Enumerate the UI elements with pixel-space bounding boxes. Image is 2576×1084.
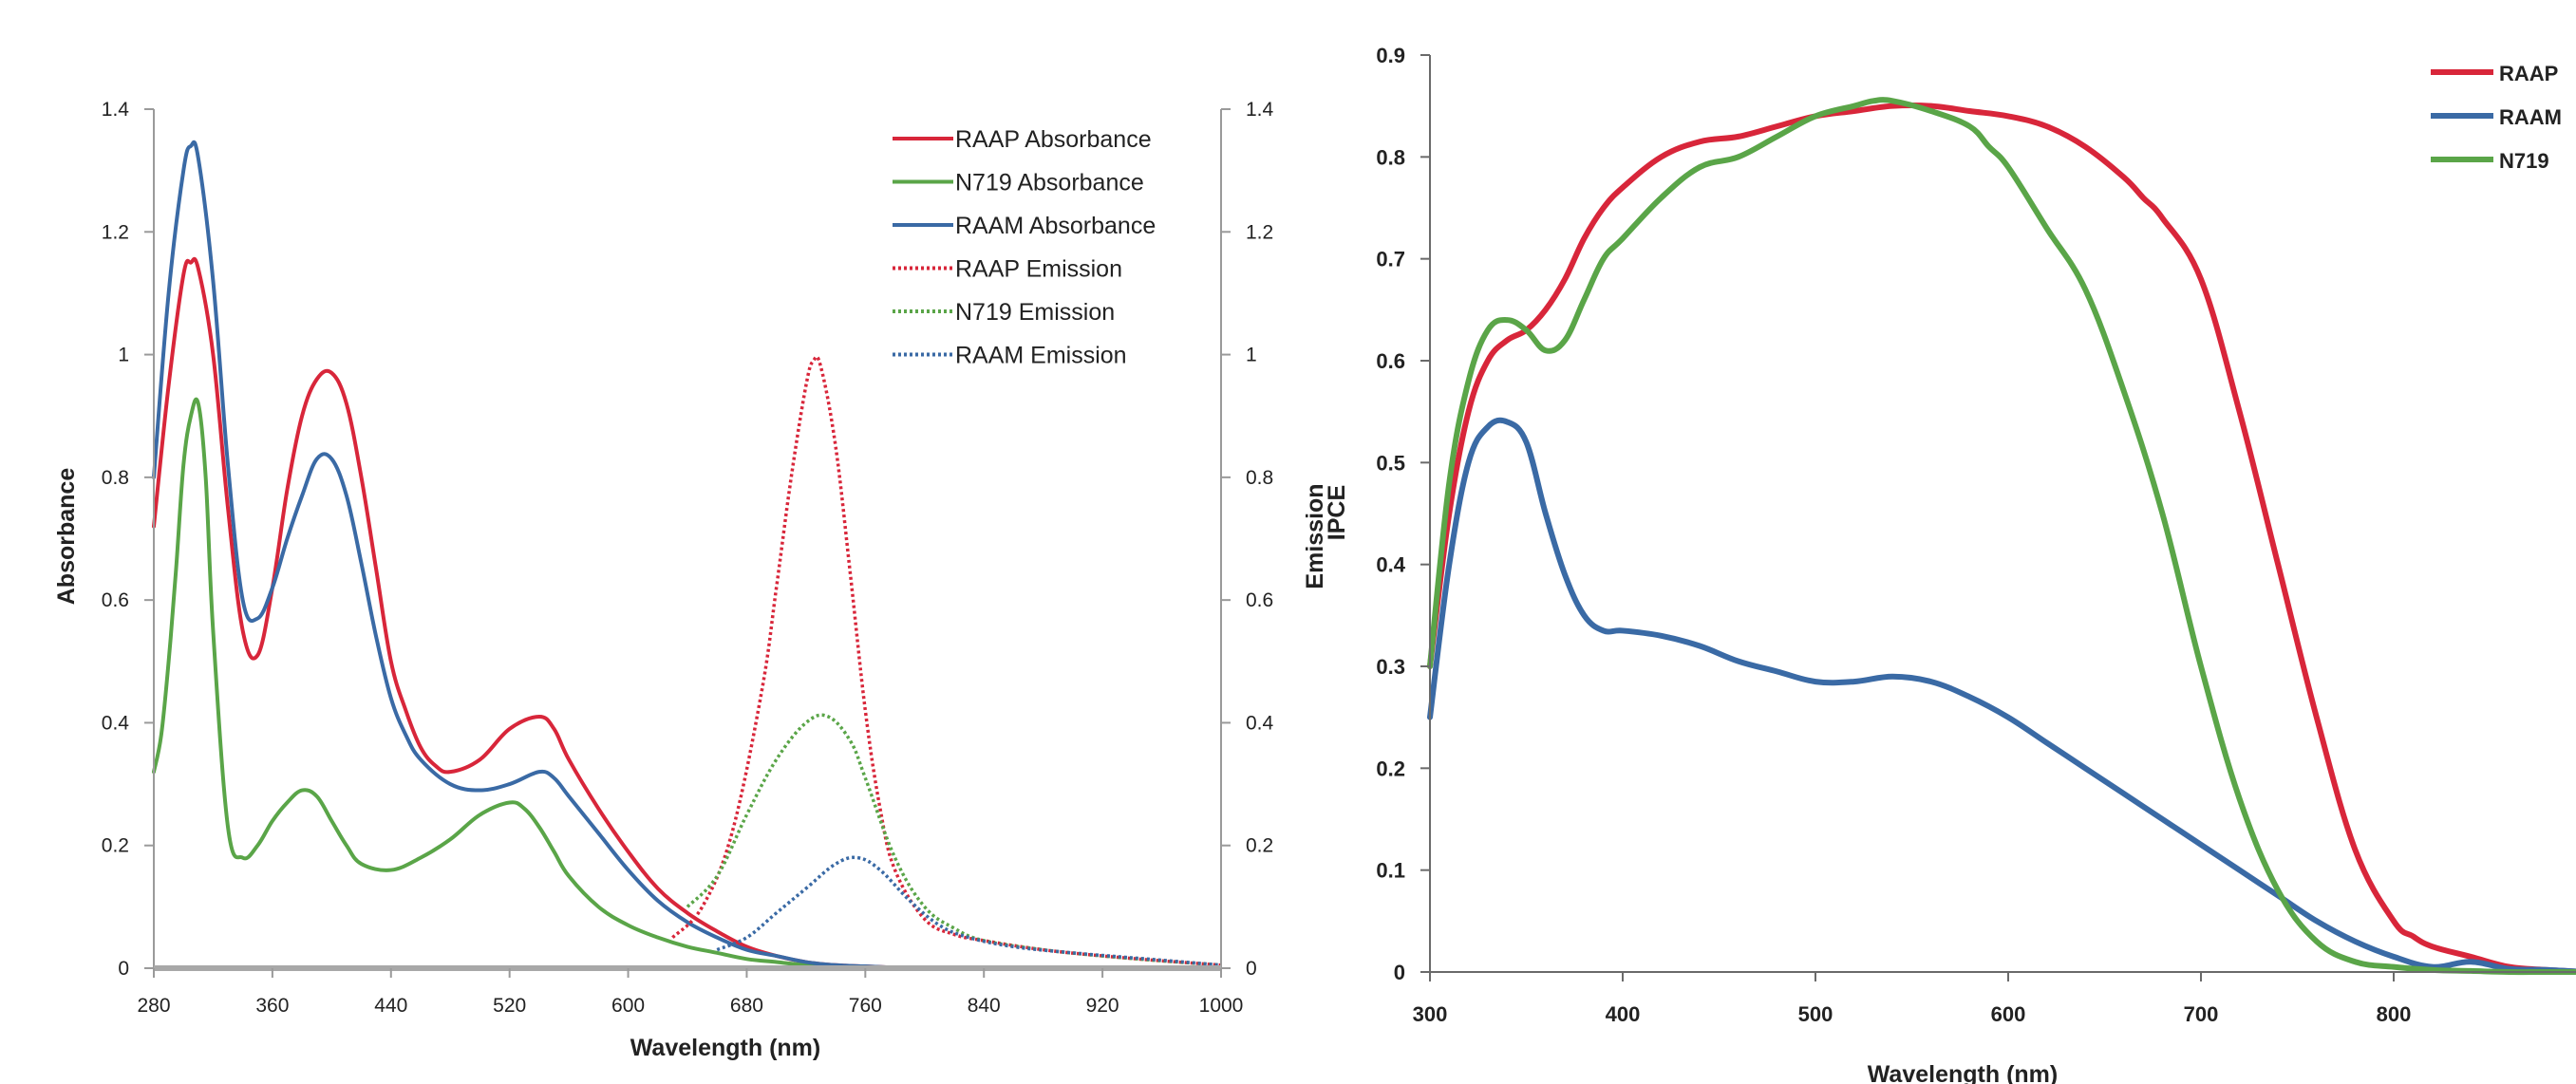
series-line-raam-absorbance bbox=[152, 140, 927, 970]
y-tick-label: 0.4 bbox=[102, 712, 130, 734]
x-tick-label: 920 bbox=[1086, 995, 1119, 1017]
y2-tick-label: 0.4 bbox=[1246, 712, 1274, 734]
y-tick-label: 1.4 bbox=[102, 99, 130, 121]
absorbance-emission-chart: 0 0 0.2 0.2 0.4 0.4 0.6 0.6 0.8 0.8 1 1 1.2 1.2 1.4 1.4… bbox=[53, 99, 1328, 1061]
x-tick-label: 800 bbox=[2377, 1002, 2412, 1026]
x-tick-label: 680 bbox=[730, 995, 763, 1017]
y-tick-label: 0 bbox=[1394, 961, 1405, 984]
series-line-raap bbox=[1427, 102, 2576, 975]
x-tick-label: 840 bbox=[968, 995, 1001, 1017]
y-tick-label: 0.5 bbox=[1376, 451, 1405, 475]
series-line-raam bbox=[1427, 417, 2576, 975]
y-tick-label: 0.2 bbox=[1376, 757, 1405, 780]
y2-tick-label: 0.8 bbox=[1246, 467, 1273, 489]
y-tick-label: 1.2 bbox=[102, 221, 129, 243]
y-tick-label: 0 bbox=[118, 958, 129, 980]
x-tick-label: 1000 bbox=[1199, 995, 1244, 1017]
y2-tick-label: 1.2 bbox=[1246, 221, 1273, 243]
y-tick-label: 0.3 bbox=[1376, 655, 1405, 679]
series-line-raam-emission bbox=[716, 855, 1222, 967]
y2-tick-label: 1 bbox=[1246, 345, 1257, 366]
y-axis-title: Absorbance bbox=[53, 468, 80, 606]
legend-label-raap-emission: RAAP Emission bbox=[955, 256, 1122, 283]
y2-tick-label: 0.2 bbox=[1246, 835, 1273, 857]
series-line-n719 bbox=[1427, 97, 2576, 976]
legend-label-n719-absorbance: N719 Absorbance bbox=[955, 170, 1144, 196]
y-tick-label: 0.7 bbox=[1376, 248, 1405, 271]
y-tick-label: 0.2 bbox=[102, 835, 129, 857]
y-tick-label: 0.8 bbox=[102, 467, 129, 489]
legend-label-raam-emission: RAAM Emission bbox=[955, 343, 1127, 369]
legend-label-raam-absorbance: RAAM Absorbance bbox=[955, 213, 1156, 239]
x-tick-label: 360 bbox=[255, 995, 289, 1017]
y-tick-label: 1 bbox=[118, 345, 129, 366]
y2-axis-title: Emission bbox=[1302, 483, 1328, 589]
x-tick-label: 500 bbox=[1798, 1002, 1833, 1026]
legend-label-n719-emission: N719 Emission bbox=[955, 299, 1115, 326]
x-tick-label: 440 bbox=[374, 995, 407, 1017]
y2-tick-label: 0 bbox=[1246, 958, 1257, 980]
x-tick-label: 600 bbox=[1991, 1002, 2026, 1026]
series-line-raap-absorbance bbox=[152, 256, 927, 970]
x-axis-title: Wavelength (nm) bbox=[1868, 1061, 2058, 1084]
y2-tick-label: 1.4 bbox=[1246, 99, 1274, 121]
legend-label-raam: RAAM bbox=[2499, 105, 2562, 129]
x-axis-title: Wavelength (nm) bbox=[630, 1035, 820, 1061]
x-tick-label: 280 bbox=[137, 995, 170, 1017]
series-line-n719-absorbance bbox=[152, 397, 927, 970]
x-tick-label: 400 bbox=[1606, 1002, 1641, 1026]
x-tick-label: 300 bbox=[1413, 1002, 1448, 1026]
series-line-n719-emission bbox=[686, 713, 1222, 967]
x-tick-label: 520 bbox=[493, 995, 526, 1017]
y-tick-label: 0.1 bbox=[1376, 859, 1405, 883]
x-tick-label: 760 bbox=[849, 995, 882, 1017]
x-tick-label: 700 bbox=[2184, 1002, 2219, 1026]
y-tick-label: 0.8 bbox=[1376, 145, 1405, 169]
ipce-chart: 0 0.1 0.2 0.3 0.4 0.5 0.6 0.7 0.8 0.9 300 400 500 600… bbox=[1324, 44, 2576, 1084]
legend-label-raap: RAAP bbox=[2499, 62, 2558, 85]
series-line-raap-emission bbox=[671, 355, 1222, 967]
y2-tick-label: 0.6 bbox=[1246, 589, 1273, 611]
y-tick-label: 0.6 bbox=[1376, 349, 1405, 373]
y-tick-label: 0.9 bbox=[1376, 44, 1405, 67]
y-axis-title: IPCE bbox=[1324, 485, 1350, 540]
x-tick-label: 600 bbox=[611, 995, 645, 1017]
y-tick-label: 0.4 bbox=[1376, 553, 1405, 577]
legend-label-raap-absorbance: RAAP Absorbance bbox=[955, 126, 1152, 153]
legend-label-n719: N719 bbox=[2499, 149, 2549, 173]
y-tick-label: 0.6 bbox=[102, 589, 129, 611]
